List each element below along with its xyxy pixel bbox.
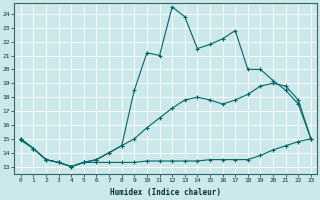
- X-axis label: Humidex (Indice chaleur): Humidex (Indice chaleur): [110, 188, 221, 197]
